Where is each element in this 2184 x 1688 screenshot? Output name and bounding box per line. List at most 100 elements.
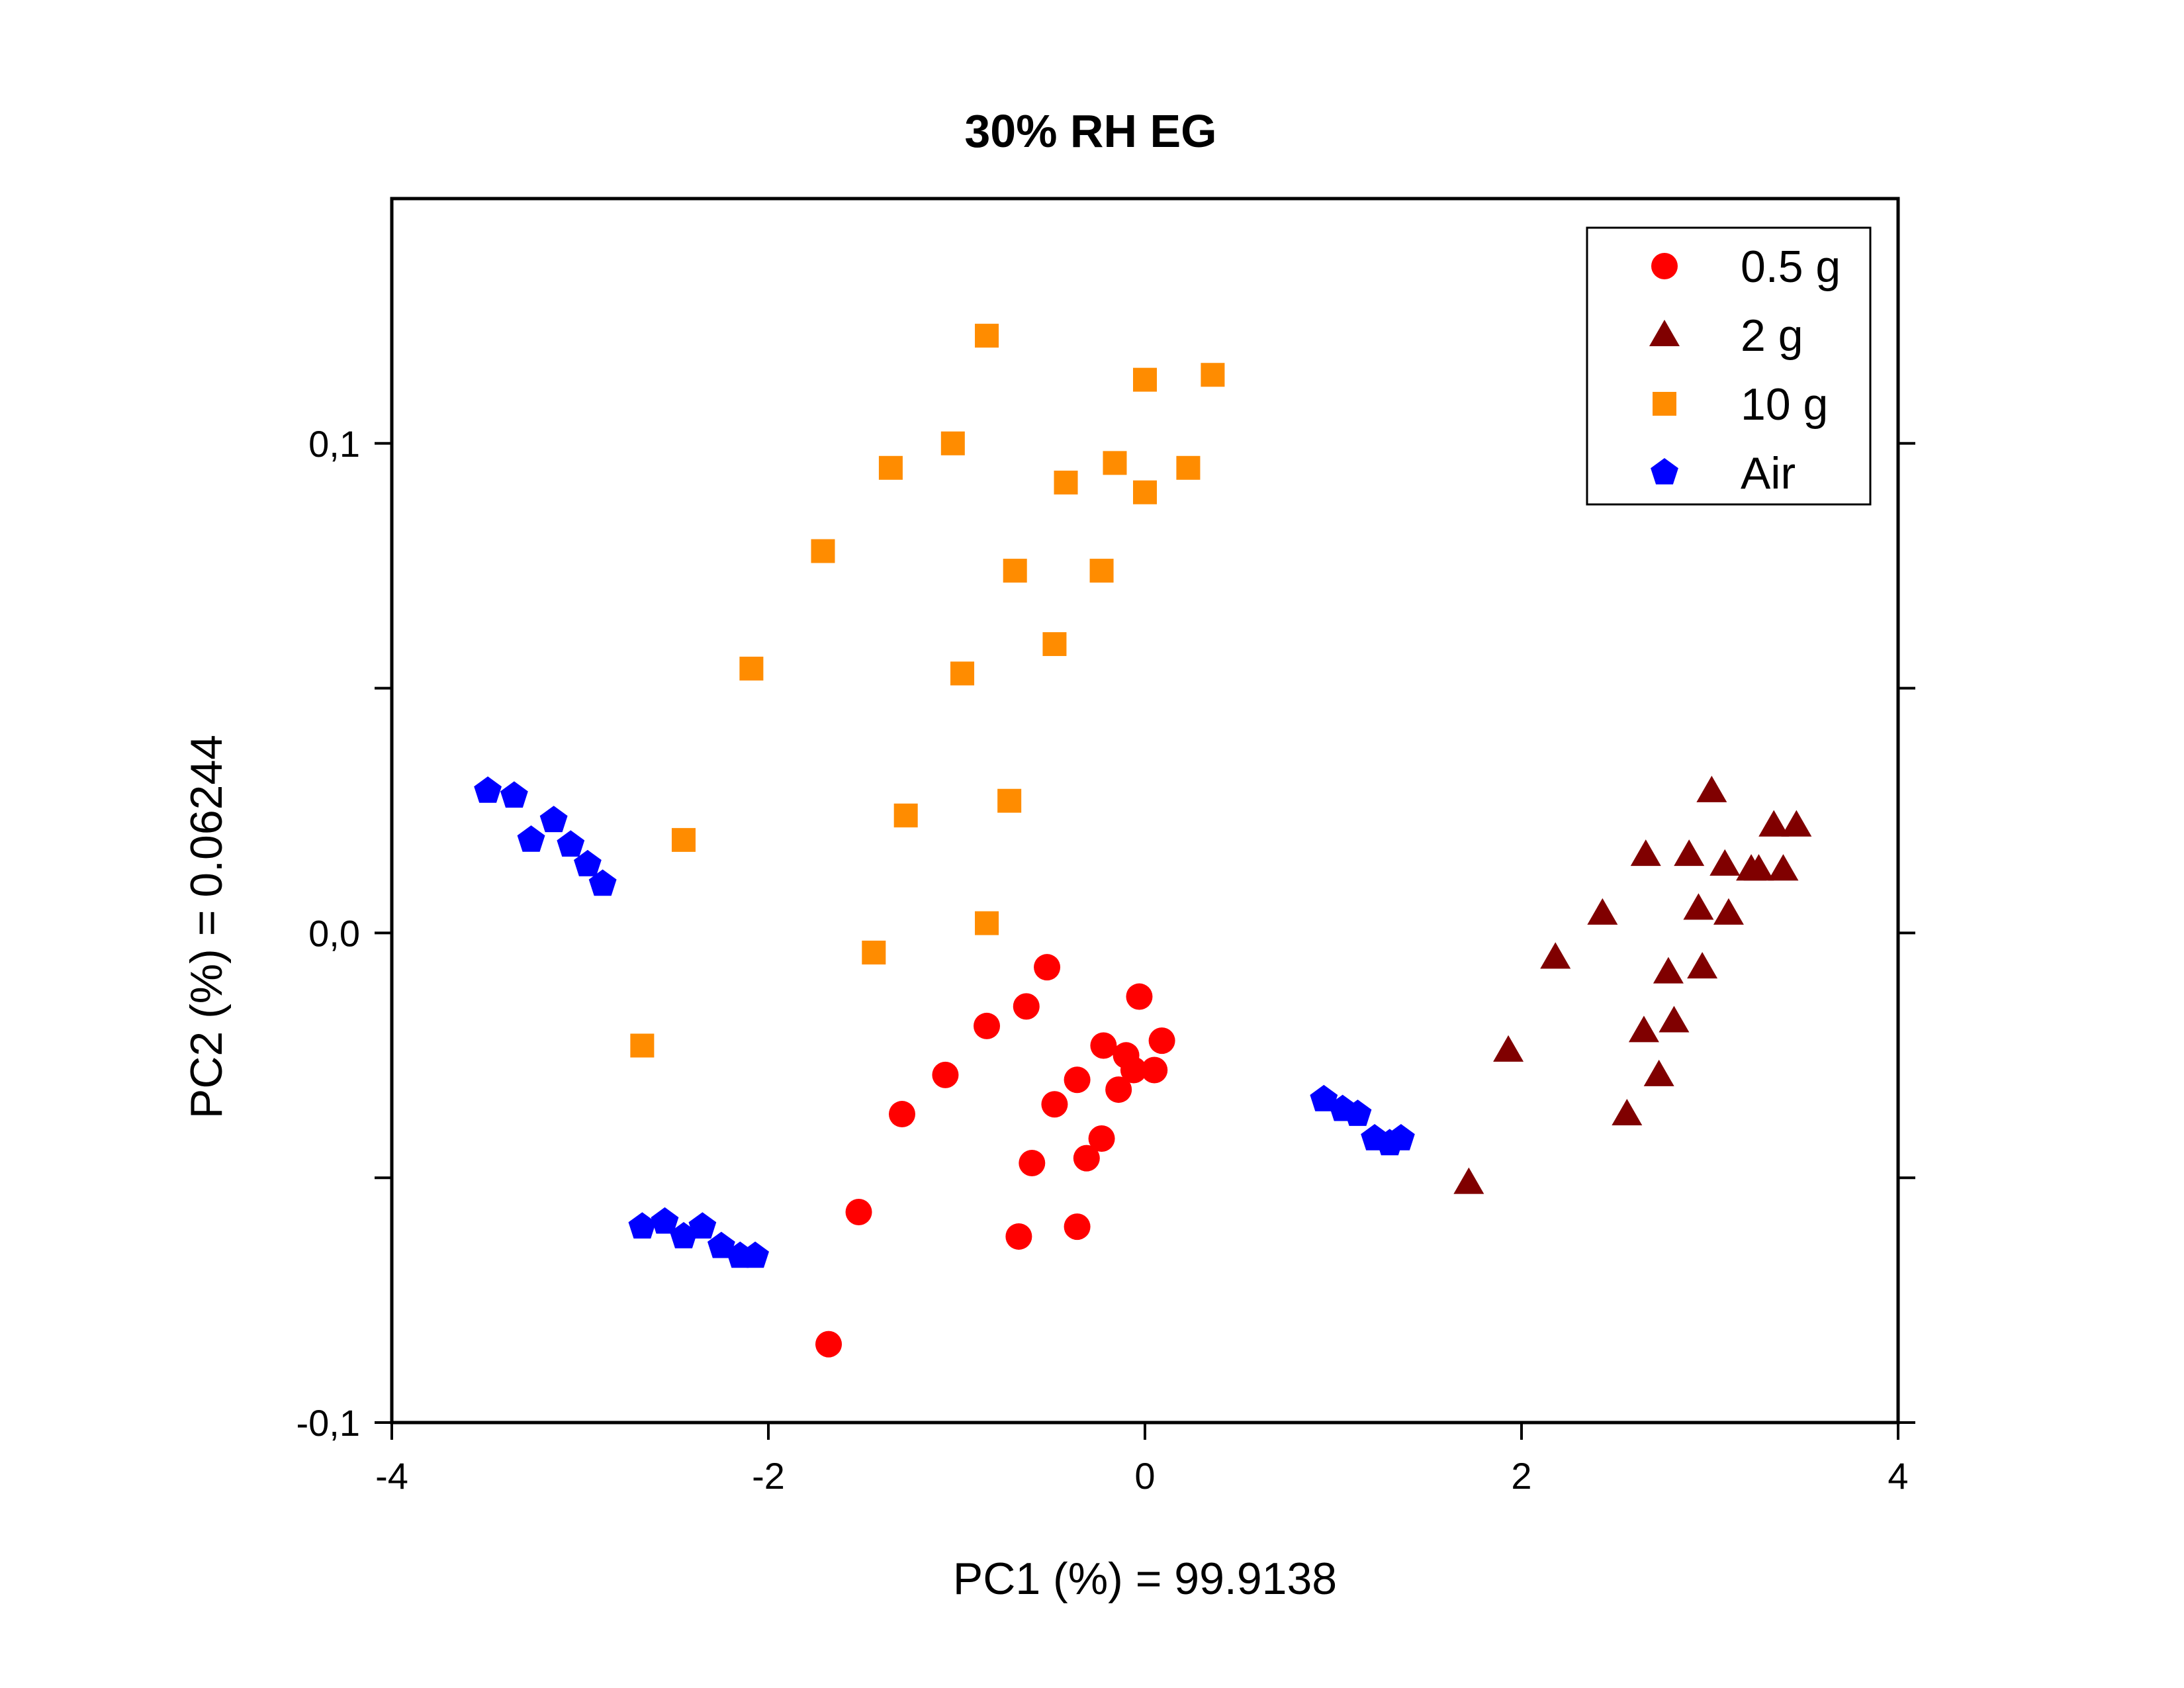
points-layer (474, 324, 1812, 1358)
point-10-g (893, 803, 918, 827)
y-tick-label: -0,1 (296, 1402, 361, 1444)
point-2-g (1781, 810, 1812, 837)
point-2-g (1743, 854, 1774, 881)
y-tick-label: 0,0 (308, 912, 360, 954)
point-10-g (862, 940, 886, 964)
x-axis-label: PC1 (%) = 99.9138 (953, 1554, 1337, 1604)
point-0-5-g (1090, 1032, 1117, 1059)
point-2-g (1453, 1167, 1484, 1194)
point-air (588, 869, 617, 896)
point-10-g (1089, 559, 1114, 583)
point-10-g (1133, 367, 1157, 392)
point-0-5-g (1019, 1150, 1046, 1177)
point-0-5-g (845, 1198, 872, 1225)
point-air (1343, 1100, 1372, 1126)
point-air (651, 1207, 679, 1234)
chart-title: 30% RH EG (964, 105, 1216, 157)
point-10-g (1201, 363, 1225, 387)
point-2-g (1674, 839, 1705, 867)
x-tick-label: -2 (752, 1455, 785, 1497)
point-10-g (1042, 632, 1067, 657)
point-air (574, 849, 602, 876)
point-2-g (1709, 849, 1741, 876)
point-2-g (1713, 898, 1744, 925)
legend-label: 0.5 g (1741, 242, 1841, 292)
point-2-g (1612, 1099, 1643, 1126)
point-10-g (811, 539, 835, 563)
point-0-5-g (1126, 983, 1153, 1010)
point-air (741, 1241, 769, 1268)
legend-marker-10-g (1653, 392, 1676, 416)
y-tick-label: 0,1 (308, 423, 360, 465)
legend-label: Air (1741, 448, 1796, 498)
point-air (500, 781, 528, 808)
point-0-5-g (974, 1012, 1001, 1039)
point-2-g (1587, 898, 1618, 925)
point-air (670, 1222, 698, 1248)
point-2-g (1659, 1006, 1690, 1033)
legend-label: 10 g (1741, 379, 1828, 430)
legend-marker-air (1651, 458, 1678, 485)
point-0-5-g (1105, 1076, 1132, 1103)
point-0-5-g (888, 1101, 915, 1128)
legend: 0.5 g 2 g 10 g Air (1586, 226, 1872, 506)
point-0-5-g (1041, 1091, 1068, 1118)
x-tick-label: -4 (375, 1455, 408, 1497)
legend-marker-0-5-g (1651, 253, 1678, 279)
point-10-g (950, 661, 975, 686)
point-air (517, 825, 545, 852)
point-air (688, 1212, 717, 1239)
x-tick-label: 0 (1134, 1455, 1155, 1497)
point-10-g (975, 324, 999, 348)
point-air (1387, 1124, 1415, 1150)
point-0-5-g (932, 1061, 959, 1088)
point-0-5-g (1064, 1066, 1091, 1094)
point-0-5-g (1088, 1125, 1115, 1152)
point-air (539, 806, 568, 833)
point-air (557, 830, 585, 857)
x-tick-label: 4 (1888, 1455, 1908, 1497)
point-2-g (1653, 957, 1684, 984)
point-0-5-g (1013, 993, 1040, 1020)
point-0-5-g (1005, 1223, 1032, 1250)
point-10-g (671, 827, 696, 852)
point-10-g (1176, 455, 1201, 480)
point-10-g (975, 911, 999, 935)
point-2-g (1493, 1035, 1524, 1062)
point-10-g (739, 657, 764, 681)
ticks-layer: -4 -2 0 2 4 -0,1 0,0 0,1 (296, 423, 1915, 1497)
point-2-g (1687, 952, 1718, 979)
legend-marker-2-g (1649, 320, 1680, 346)
x-tick-label: 2 (1511, 1455, 1531, 1497)
point-0-5-g (1073, 1145, 1100, 1172)
point-2-g (1768, 854, 1799, 881)
point-0-5-g (1141, 1056, 1168, 1084)
point-0-5-g (1148, 1027, 1175, 1055)
legend-box (1586, 226, 1872, 506)
y-axis-label: PC2 (%) = 0.06244 (181, 735, 232, 1119)
point-10-g (630, 1033, 655, 1058)
point-0-5-g (1064, 1213, 1091, 1241)
point-10-g (997, 788, 1022, 813)
point-10-g (1003, 559, 1027, 583)
point-0-5-g (815, 1331, 842, 1358)
point-10-g (1103, 451, 1127, 475)
point-10-g (940, 431, 965, 455)
point-2-g (1540, 942, 1571, 969)
point-2-g (1628, 1015, 1659, 1043)
point-10-g (878, 455, 903, 480)
point-2-g (1758, 810, 1790, 837)
point-0-5-g (1120, 1056, 1147, 1084)
legend-items: 0.5 g 2 g 10 g Air (1649, 242, 1841, 498)
point-0-5-g (1034, 954, 1061, 981)
point-2-g (1696, 775, 1727, 802)
point-air (474, 776, 502, 803)
point-2-g (1630, 839, 1661, 867)
point-10-g (1054, 470, 1078, 494)
point-10-g (1133, 480, 1157, 504)
point-2-g (1643, 1059, 1674, 1086)
point-air (628, 1212, 657, 1239)
point-2-g (1683, 893, 1714, 920)
legend-label: 2 g (1741, 310, 1803, 361)
